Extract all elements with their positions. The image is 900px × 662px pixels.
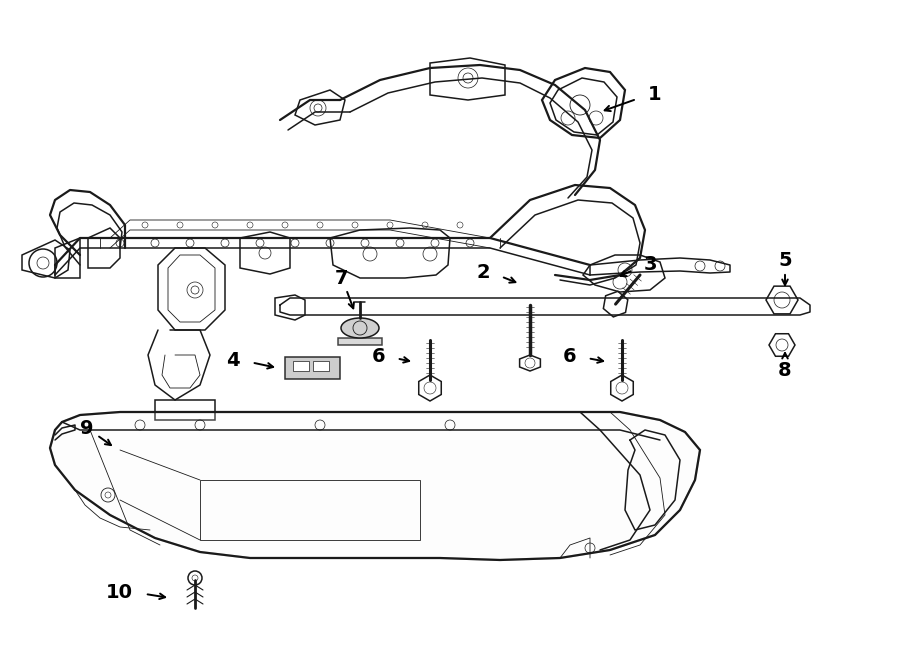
Polygon shape [293,361,309,371]
Text: 6: 6 [562,346,576,365]
Text: 7: 7 [335,269,349,287]
Text: 3: 3 [644,256,658,275]
Text: 10: 10 [106,583,133,602]
Polygon shape [50,412,700,560]
Text: 4: 4 [227,350,240,369]
Text: 6: 6 [372,346,385,365]
Text: 2: 2 [476,263,490,281]
Text: 8: 8 [778,361,792,379]
Text: 9: 9 [80,418,94,438]
Text: 5: 5 [778,250,792,269]
Polygon shape [285,357,340,379]
Polygon shape [338,338,382,345]
Polygon shape [313,361,329,371]
Ellipse shape [341,318,379,338]
Text: 1: 1 [648,85,662,105]
